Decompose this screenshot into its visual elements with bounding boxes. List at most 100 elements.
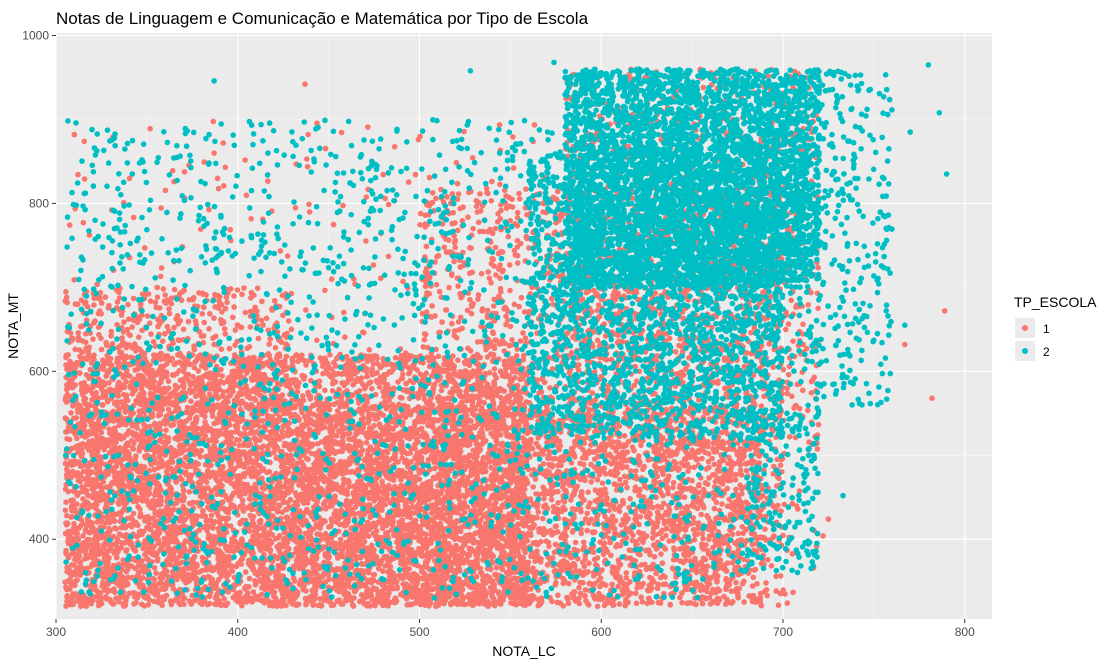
point <box>517 376 523 383</box>
point <box>109 446 115 452</box>
point <box>190 405 197 411</box>
point <box>289 358 296 365</box>
point <box>276 503 283 510</box>
point <box>113 539 120 546</box>
point <box>163 427 169 434</box>
point <box>380 568 386 574</box>
point <box>498 394 504 401</box>
point <box>360 381 366 388</box>
point <box>214 416 221 422</box>
point <box>137 401 144 408</box>
point <box>111 400 118 407</box>
point <box>80 533 86 539</box>
point <box>197 480 203 487</box>
point <box>77 478 84 485</box>
point <box>62 507 69 514</box>
point <box>119 539 125 546</box>
point <box>380 388 387 395</box>
point <box>319 363 326 370</box>
point <box>403 359 409 366</box>
point <box>348 365 355 372</box>
point <box>63 547 69 554</box>
point <box>147 423 154 430</box>
point <box>99 583 105 589</box>
point <box>165 435 172 441</box>
point <box>251 434 258 441</box>
point <box>83 603 90 609</box>
point <box>307 393 314 400</box>
point <box>237 492 244 499</box>
point <box>142 399 149 405</box>
point <box>225 515 232 522</box>
point <box>123 548 129 555</box>
point <box>221 596 227 602</box>
point <box>374 379 381 386</box>
point <box>285 499 291 506</box>
point <box>381 375 387 382</box>
point <box>271 589 278 596</box>
chart-title: Notas de Linguagem e Comunicação e Matem… <box>56 9 589 28</box>
point <box>254 429 260 435</box>
point <box>140 545 146 552</box>
point <box>364 373 370 380</box>
point <box>77 442 84 448</box>
point <box>491 366 498 372</box>
point <box>480 469 486 475</box>
point <box>233 436 240 443</box>
point <box>392 599 399 606</box>
point <box>236 442 242 449</box>
point <box>352 504 359 511</box>
point <box>86 536 93 543</box>
point <box>65 488 72 495</box>
point <box>450 353 456 359</box>
point <box>191 364 198 371</box>
point <box>215 577 222 583</box>
point <box>120 391 127 398</box>
data-points <box>62 59 950 610</box>
point <box>363 365 370 372</box>
point <box>131 601 137 607</box>
point <box>386 386 393 392</box>
point <box>62 579 68 585</box>
point <box>405 464 411 470</box>
point <box>283 353 290 360</box>
point <box>186 598 193 604</box>
point <box>170 506 177 513</box>
point <box>64 520 71 526</box>
point <box>138 397 144 404</box>
point <box>177 601 183 608</box>
point <box>512 374 518 381</box>
point <box>369 385 375 392</box>
point <box>246 393 252 400</box>
point <box>374 360 381 367</box>
point <box>63 603 69 609</box>
point <box>310 402 316 409</box>
point <box>322 387 328 394</box>
point <box>366 380 372 387</box>
point <box>327 352 333 358</box>
point <box>350 603 357 609</box>
point <box>239 497 246 504</box>
point <box>64 593 71 599</box>
point <box>369 542 375 549</box>
point <box>216 411 223 418</box>
point <box>350 381 357 388</box>
point <box>259 546 265 552</box>
point <box>98 600 105 607</box>
point <box>221 389 227 395</box>
point <box>266 469 273 475</box>
point <box>382 563 388 569</box>
point <box>325 370 331 377</box>
point <box>245 442 252 449</box>
point <box>165 406 172 413</box>
point <box>174 576 180 583</box>
point <box>493 564 500 571</box>
point <box>294 549 301 555</box>
point <box>151 565 158 571</box>
point <box>414 367 420 373</box>
point <box>438 387 445 394</box>
point <box>190 555 197 562</box>
point <box>74 492 81 499</box>
point <box>380 412 387 419</box>
